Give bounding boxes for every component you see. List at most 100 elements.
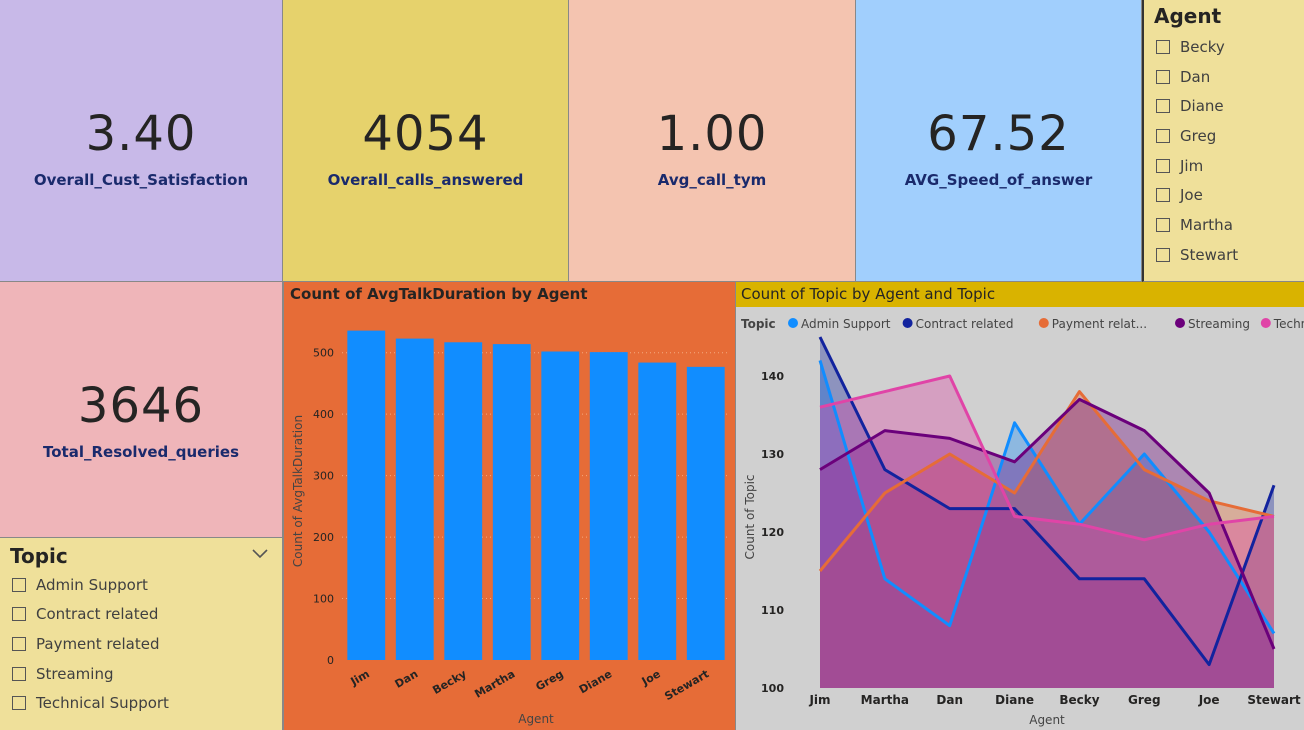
legend-label: Contract related <box>916 317 1014 331</box>
area-chart-panel: Count of Topic by Agent and Topic Topic A… <box>736 282 1304 730</box>
agent-option-label: Dan <box>1180 68 1211 86</box>
legend-label: Streaming <box>1188 317 1250 331</box>
agent-slicer-title: Agent <box>1154 4 1222 28</box>
checkbox[interactable] <box>1156 188 1170 202</box>
topic-option-label: Admin Support <box>36 576 148 594</box>
area-fill <box>820 376 1274 688</box>
area-fill <box>820 360 1274 688</box>
y-tick-label: 130 <box>761 448 784 461</box>
agent-option-label: Jim <box>1180 157 1204 175</box>
agent-option-label: Stewart <box>1180 246 1239 264</box>
agent-option[interactable]: Jim <box>1156 157 1203 175</box>
bar <box>589 352 628 660</box>
bar-chart-panel: Count of AvgTalkDuration by Agent 0 100 20… <box>283 282 736 730</box>
bar <box>541 351 580 660</box>
bar <box>347 330 386 660</box>
checkbox[interactable] <box>1156 159 1170 173</box>
checkbox[interactable] <box>1156 218 1170 232</box>
bar <box>444 342 483 660</box>
kpi-card-avg-call: 1.00 Avg_call_tym <box>569 0 856 282</box>
agent-option[interactable]: Becky <box>1156 38 1225 56</box>
series-line <box>819 397 1276 650</box>
agent-option-label: Joe <box>1180 186 1203 204</box>
checkbox[interactable] <box>12 607 26 621</box>
x-tick-label: Stewart <box>662 667 711 703</box>
x-tick-label: Stewart <box>1247 693 1301 707</box>
topic-slicer: Topic Admin Support Contract related Pay… <box>0 538 283 730</box>
x-tick-label: Diane <box>577 667 614 696</box>
kpi-label: AVG_Speed_of_answer <box>904 171 1093 189</box>
topic-option[interactable]: Streaming <box>12 665 113 683</box>
topic-option[interactable]: Admin Support <box>12 576 148 594</box>
series-line <box>819 374 1275 542</box>
series-line <box>818 336 1276 667</box>
y-tick-label: 100 <box>761 682 784 695</box>
y-tick-label: 120 <box>761 526 784 539</box>
x-tick-label: Jim <box>348 667 372 688</box>
checkbox[interactable] <box>1156 248 1170 262</box>
checkbox[interactable] <box>12 637 26 651</box>
topic-option[interactable]: Technical Support <box>12 694 169 712</box>
agent-option[interactable]: Greg <box>1156 127 1216 145</box>
topic-option-label: Technical Support <box>36 694 169 712</box>
kpi-value: 67.52 <box>927 106 1070 162</box>
checkbox[interactable] <box>1156 40 1170 54</box>
agent-option-label: Greg <box>1180 127 1217 145</box>
area-chart-title-bar <box>736 282 1304 307</box>
x-tick-label: Diane <box>995 693 1034 707</box>
agent-option-label: Diane <box>1180 97 1224 115</box>
chevron-down-icon[interactable] <box>251 548 269 560</box>
x-tick-label: Dan <box>936 693 963 707</box>
agent-option[interactable]: Martha <box>1156 216 1233 234</box>
checkbox[interactable] <box>12 578 26 592</box>
agent-option[interactable]: Dan <box>1156 68 1210 86</box>
x-tick-label: Dan <box>393 667 421 690</box>
checkbox[interactable] <box>12 667 26 681</box>
legend-label: Technical S... <box>1273 317 1304 331</box>
bar-chart-title: Count of AvgTalkDuration by Agent <box>290 285 588 303</box>
topic-slicer-title: Topic <box>10 544 68 568</box>
kpi-label: Total_Resolved_queries <box>43 443 239 461</box>
legend-label: Admin Support <box>801 317 891 331</box>
x-tick-label: Joe <box>1198 693 1220 707</box>
series-line <box>818 359 1276 635</box>
bar <box>638 362 677 660</box>
x-tick-label: Greg <box>1128 693 1161 707</box>
agent-option[interactable]: Diane <box>1156 97 1224 115</box>
agent-option[interactable]: Stewart <box>1156 246 1238 264</box>
y-tick-label: 500 <box>313 347 334 360</box>
topic-option[interactable]: Contract related <box>12 605 158 623</box>
x-axis-title: Agent <box>1029 713 1065 727</box>
topic-option[interactable]: Payment related <box>12 635 160 653</box>
checkbox[interactable] <box>1156 70 1170 84</box>
agent-option[interactable]: Joe <box>1156 186 1203 204</box>
legend-label: Payment relat... <box>1052 317 1147 331</box>
y-tick-label: 300 <box>313 470 334 483</box>
x-tick-label: Martha <box>861 693 909 707</box>
x-tick-label: Martha <box>472 667 517 700</box>
topic-option-label: Payment related <box>36 635 160 653</box>
bar <box>492 344 531 660</box>
legend-marker <box>1175 318 1185 328</box>
x-tick-label: Jim <box>808 693 830 707</box>
y-tick-label: 140 <box>761 370 784 383</box>
checkbox[interactable] <box>12 696 26 710</box>
topic-option-label: Streaming <box>36 665 114 683</box>
agent-option-label: Becky <box>1180 38 1225 56</box>
kpi-value: 3.40 <box>85 106 197 162</box>
kpi-label: Avg_call_tym <box>657 171 767 189</box>
kpi-card-speed: 67.52 AVG_Speed_of_answer <box>856 0 1142 282</box>
agent-slicer: Agent Becky Dan Diane Greg Jim Joe Marth… <box>1142 0 1304 282</box>
kpi-card-calls: 4054 Overall_calls_answered <box>283 0 569 282</box>
kpi-label: Overall_calls_answered <box>327 171 524 189</box>
kpi-value: 3646 <box>77 378 205 434</box>
x-axis-title: Agent <box>518 712 554 726</box>
area-chart: Topic Admin Support Contract related Paymen… <box>741 317 1304 727</box>
agent-option-label: Martha <box>1180 216 1233 234</box>
area-fill <box>820 337 1274 688</box>
y-axis-title: Count of AvgTalkDuration <box>291 415 305 567</box>
checkbox[interactable] <box>1156 99 1170 113</box>
kpi-label: Overall_Cust_Satisfaction <box>33 171 249 189</box>
checkbox[interactable] <box>1156 129 1170 143</box>
legend-marker <box>902 318 913 328</box>
